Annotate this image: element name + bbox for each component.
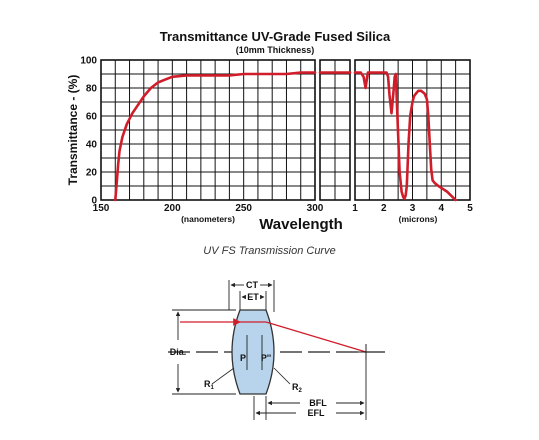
label-r2: R2 bbox=[292, 382, 303, 394]
label-efl: EFL bbox=[308, 408, 326, 418]
y-tick-label: 100 bbox=[80, 56, 97, 67]
transmittance-curve-panel-2 bbox=[353, 71, 457, 202]
biconvex-lens bbox=[231, 309, 275, 395]
label-et: ET bbox=[247, 292, 259, 302]
label-p: P bbox=[240, 353, 246, 363]
chart-title: Transmittance UV-Grade Fused Silica bbox=[160, 29, 391, 44]
figure-caption: UV FS Transmission Curve bbox=[203, 245, 336, 257]
x-tick-label: 4 bbox=[438, 203, 444, 214]
y-tick-label: 20 bbox=[86, 168, 98, 179]
label-bfl: BFL bbox=[309, 398, 327, 408]
transmittance-curve-panel-0 bbox=[114, 71, 317, 202]
y-tick-label: 80 bbox=[86, 84, 98, 95]
x-tick-labels: 150 200 250 300 1 2 3 4 5 bbox=[93, 203, 474, 214]
nanometers-unit-label: (nanometers) bbox=[181, 214, 235, 224]
y-tick-labels: 0 20 40 60 80 100 bbox=[80, 56, 97, 207]
y-tick-label: 0 bbox=[91, 196, 97, 207]
series-lines bbox=[114, 71, 457, 202]
refracted-ray bbox=[265, 321, 367, 353]
x-tick-label: 5 bbox=[467, 203, 473, 214]
x-tick-label: 250 bbox=[235, 203, 252, 214]
grid bbox=[100, 59, 471, 201]
y-axis-label: Transmittance - (%) bbox=[66, 75, 80, 186]
x-tick-label: 2 bbox=[381, 203, 387, 214]
x-tick-label: 300 bbox=[307, 203, 324, 214]
x-tick-label: 1 bbox=[352, 203, 358, 214]
x-tick-label: 3 bbox=[410, 203, 416, 214]
y-tick-label: 60 bbox=[86, 112, 98, 123]
label-r1: R1 bbox=[204, 379, 215, 391]
y-tick-label: 40 bbox=[86, 140, 98, 151]
x-axis-label: Wavelength bbox=[259, 216, 343, 233]
x-tick-label: 200 bbox=[164, 203, 181, 214]
r2-leader bbox=[273, 367, 291, 385]
r1-leader bbox=[211, 367, 235, 385]
label-p-prime: P'' bbox=[261, 353, 271, 363]
label-dia: Dia. bbox=[170, 347, 187, 357]
x-tick-label: 150 bbox=[93, 203, 110, 214]
microns-unit-label: (microns) bbox=[399, 214, 438, 224]
chart-subtitle: (10mm Thickness) bbox=[236, 45, 315, 55]
transmittance-chart: Transmittance UV-Grade Fused Silica (10m… bbox=[66, 29, 474, 233]
label-ct: CT bbox=[246, 280, 258, 290]
